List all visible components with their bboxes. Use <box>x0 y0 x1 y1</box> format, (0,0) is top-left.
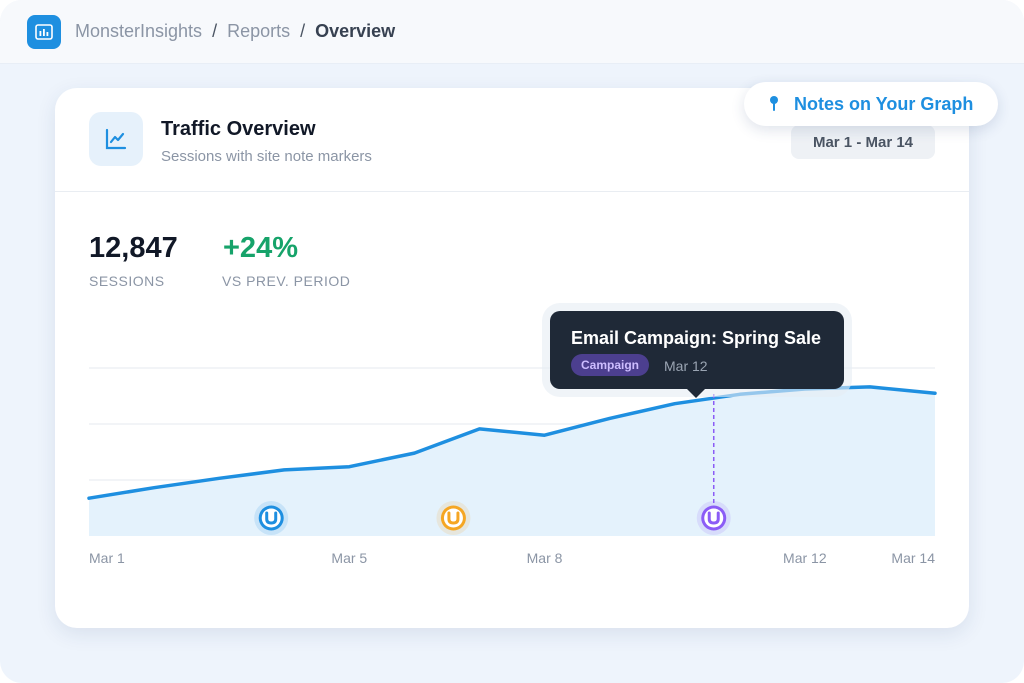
card-subtitle: Sessions with site note markers <box>161 148 372 165</box>
area-fill <box>89 386 935 536</box>
x-tick-label: Mar 5 <box>331 550 367 566</box>
breadcrumb-reports[interactable]: Reports <box>227 21 291 41</box>
notes-button-label: Notes on Your Graph <box>794 93 974 114</box>
breadcrumb-app[interactable]: MonsterInsights <box>75 21 203 41</box>
note-marker-inner <box>443 508 463 528</box>
tooltip-title: Email Campaign: Spring Sale <box>571 328 822 348</box>
card-header: Traffic Overview Sessions with site note… <box>55 88 969 192</box>
monsterinsights-logo[interactable] <box>27 14 61 49</box>
top-bar: MonsterInsights / Reports / Overview <box>0 0 1024 64</box>
bar-chart-icon <box>35 23 53 40</box>
notes-on-graph-button[interactable]: Notes on Your Graph <box>744 82 998 126</box>
date-range-picker[interactable]: Mar 1 - Mar 14 <box>791 125 935 159</box>
change-label: VS PREV. PERIOD <box>222 273 351 289</box>
x-tick-label: Mar 8 <box>527 550 563 566</box>
trend-icon <box>89 112 143 166</box>
breadcrumb-separator: / <box>300 21 306 41</box>
x-tick-label: Mar 14 <box>891 550 935 566</box>
breadcrumb-separator: / <box>212 21 218 41</box>
change-value: +24% <box>223 232 298 264</box>
breadcrumb-current: Overview <box>315 21 396 41</box>
magnet-icon[interactable] <box>447 511 460 525</box>
magnet-icon[interactable] <box>265 511 278 525</box>
tooltip-date: Mar 12 <box>664 358 708 374</box>
sessions-value: 12,847 <box>89 232 178 264</box>
note-marker-inner <box>261 508 281 528</box>
series-line <box>87 385 937 500</box>
magnet-icon[interactable] <box>707 511 720 525</box>
tooltip-category-badge: Campaign <box>571 354 650 376</box>
note-marker-inner <box>704 508 724 528</box>
pin-icon <box>768 95 780 113</box>
x-tick-label: Mar 1 <box>89 550 125 566</box>
breadcrumb: MonsterInsights / Reports / Overview <box>75 21 395 42</box>
sessions-label: SESSIONS <box>89 273 165 289</box>
card-title: Traffic Overview <box>161 118 316 140</box>
note-tooltip: Email Campaign: Spring Sale Campaign Mar… <box>550 311 844 398</box>
x-tick-label: Mar 12 <box>783 550 827 566</box>
